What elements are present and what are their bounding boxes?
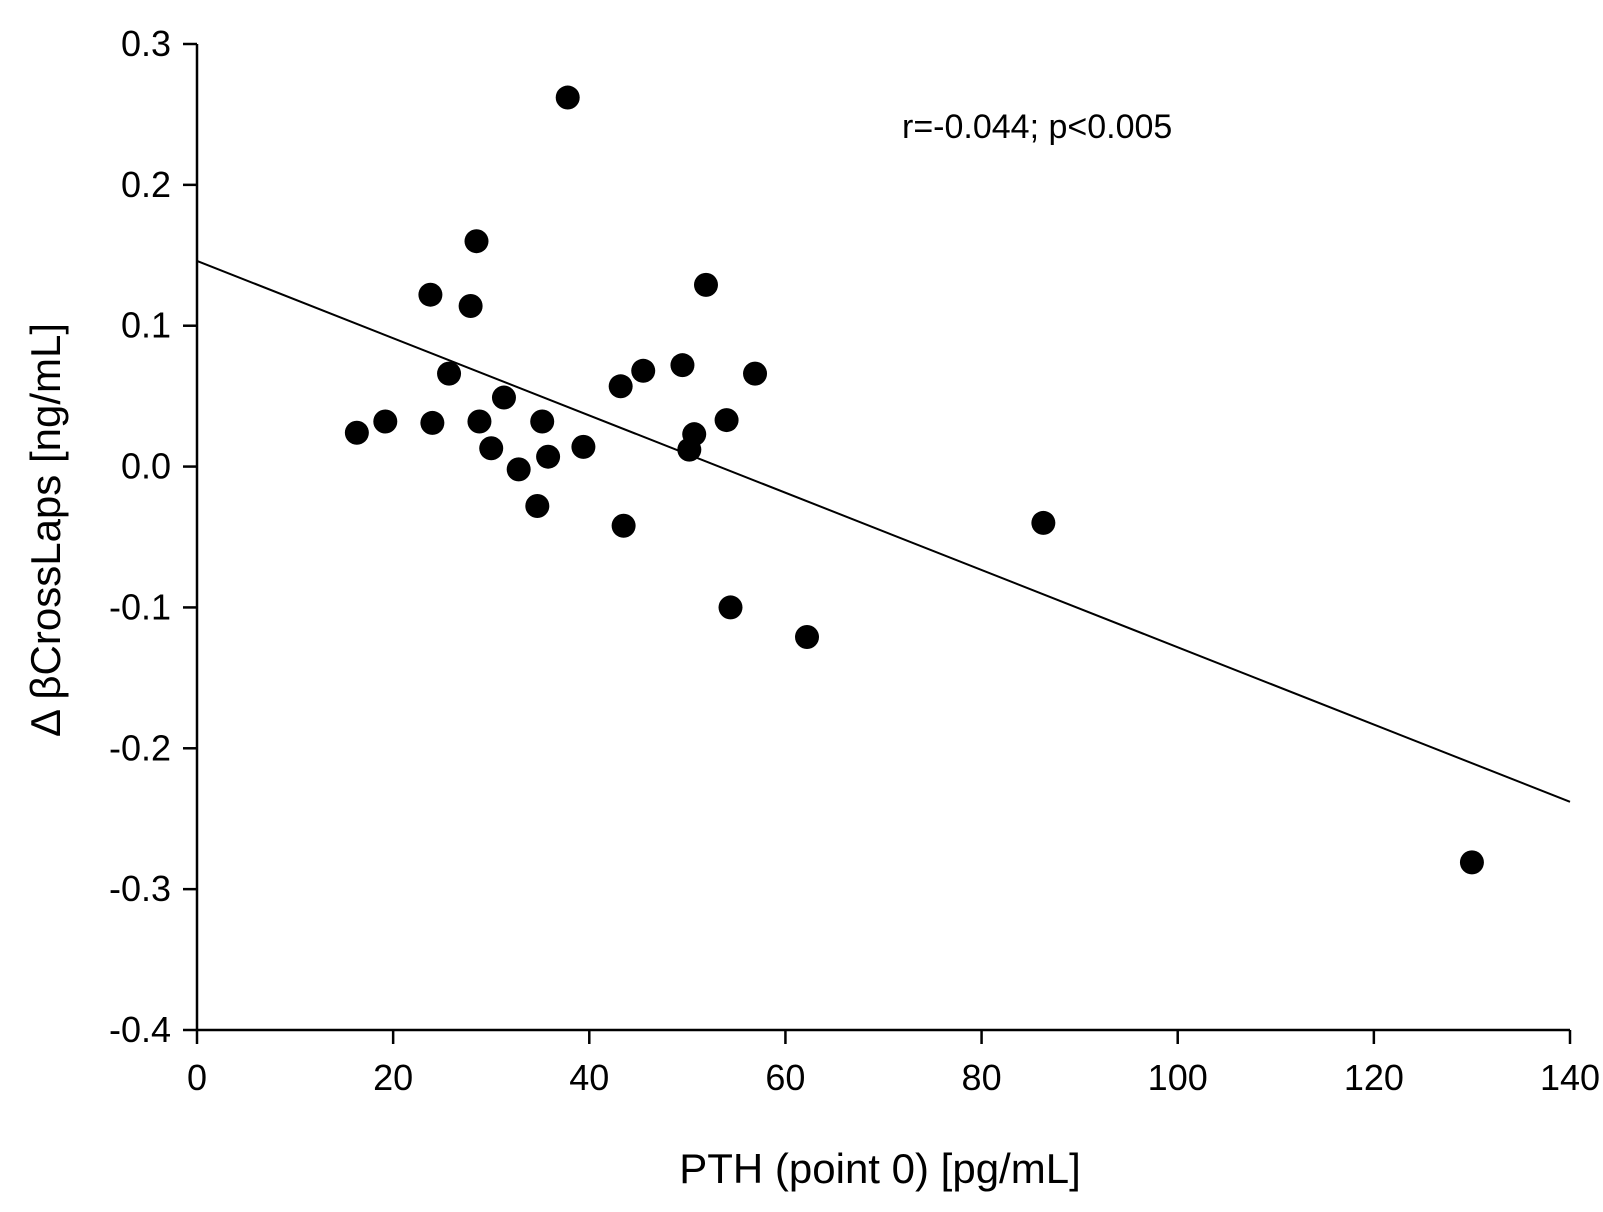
data-point (714, 408, 739, 433)
x-axis-title: PTH (point 0) [pg/mL] (679, 1145, 1080, 1192)
data-point (467, 409, 492, 434)
y-tick-label: -0.1 (109, 586, 171, 627)
x-tick-label: 140 (1540, 1057, 1600, 1098)
y-ticks: -0.4 -0.3 -0.2 -0.1 0.0 0.1 0.2 0.3 (109, 23, 197, 1050)
data-point (530, 409, 555, 434)
data-point (506, 457, 531, 482)
data-point (525, 494, 550, 519)
y-tick-label: 0.1 (121, 305, 171, 346)
x-tick-label: 40 (569, 1057, 609, 1098)
x-tick-label: 80 (962, 1057, 1002, 1098)
data-point (682, 422, 707, 447)
data-points (344, 85, 1484, 875)
data-point (718, 595, 743, 620)
data-point (631, 358, 656, 383)
data-point (795, 625, 820, 650)
data-point (437, 361, 462, 386)
x-tick-label: 60 (765, 1057, 805, 1098)
y-tick-label: -0.3 (109, 868, 171, 909)
data-point (536, 444, 561, 469)
data-point (458, 293, 483, 318)
x-tick-label: 20 (373, 1057, 413, 1098)
data-point (491, 385, 516, 410)
data-point (418, 282, 443, 307)
data-point (693, 272, 718, 297)
data-point (420, 410, 445, 435)
data-point (555, 85, 580, 110)
data-point (611, 513, 636, 538)
y-tick-label: 0.3 (121, 23, 171, 64)
data-point (670, 353, 695, 378)
data-point (344, 420, 369, 445)
regression-line (196, 259, 1571, 803)
x-ticks: 0 20 40 60 80 100 120 140 (187, 1030, 1600, 1098)
data-point (571, 434, 596, 459)
y-axis-title: Δ βCrossLaps [ng/mL] (22, 323, 69, 737)
axes (195, 44, 1570, 1032)
x-tick-label: 100 (1148, 1057, 1208, 1098)
data-point (373, 409, 398, 434)
y-tick-label: -0.2 (109, 727, 171, 768)
data-point (1459, 850, 1484, 875)
x-tick-label: 0 (187, 1057, 207, 1098)
data-point (743, 361, 768, 386)
x-tick-label: 120 (1344, 1057, 1404, 1098)
data-point (1031, 510, 1056, 535)
correlation-annotation: r=-0.044; p<0.005 (902, 108, 1172, 146)
y-tick-label: -0.4 (109, 1009, 171, 1050)
y-tick-label: 0.0 (121, 446, 171, 487)
data-point (464, 229, 489, 254)
y-tick-label: 0.2 (121, 164, 171, 205)
data-point (479, 436, 504, 461)
data-point (608, 374, 633, 399)
